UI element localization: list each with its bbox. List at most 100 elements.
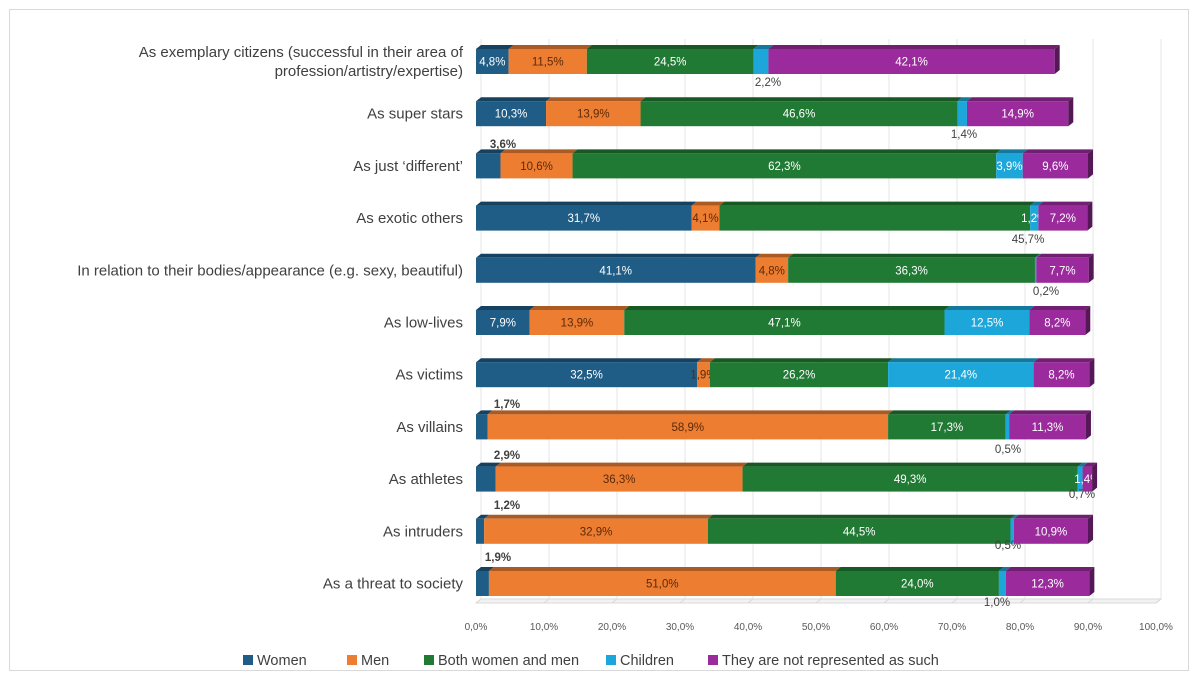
bar-segment-children bbox=[753, 49, 769, 74]
bar-top-men bbox=[487, 410, 894, 415]
bar-segment-children bbox=[998, 571, 1006, 596]
gridline-floor bbox=[951, 598, 958, 604]
x-tick-label: 70,0% bbox=[938, 622, 966, 633]
legend-swatch bbox=[708, 655, 718, 665]
category-label: In relation to their bodies/appearance (… bbox=[77, 262, 463, 279]
bar-segment-both-women-and-men bbox=[707, 518, 1011, 544]
bar-segment-both-women-and-men bbox=[719, 205, 1031, 231]
gridline-floor bbox=[543, 598, 550, 604]
bar-top-women bbox=[476, 149, 506, 154]
bar-side bbox=[1092, 462, 1098, 492]
bar-side bbox=[1087, 201, 1093, 231]
data-label: 0,2% bbox=[1033, 286, 1059, 298]
bar-segment-women bbox=[476, 466, 496, 492]
bar-top-men bbox=[484, 514, 713, 519]
data-label: 1,2% bbox=[494, 500, 520, 512]
bar-segment-they-are-not-represented-as-such bbox=[1022, 153, 1088, 179]
gridline-floor bbox=[475, 598, 482, 604]
data-label: 1,9% bbox=[485, 552, 511, 564]
bar-segment-children bbox=[1034, 257, 1037, 283]
data-label: 0,7% bbox=[1069, 489, 1095, 501]
bar-top-they-are-not-represented-as-such bbox=[1036, 253, 1094, 258]
bar-top-men bbox=[546, 97, 646, 102]
bar-segment-children bbox=[957, 101, 967, 127]
data-label: 42,1% bbox=[895, 57, 928, 69]
bar-top-both-women-and-men bbox=[640, 97, 963, 102]
data-label: 32,5% bbox=[570, 370, 603, 382]
bar-top-both-women-and-men bbox=[709, 358, 894, 363]
legend-swatch bbox=[243, 655, 253, 665]
bar-segment-children bbox=[996, 153, 1023, 179]
gridline-floor bbox=[1155, 598, 1162, 604]
x-tick-label: 60,0% bbox=[870, 622, 898, 633]
bar-segment-women bbox=[476, 518, 485, 544]
bar-top-children bbox=[753, 45, 774, 49]
bar-segment-they-are-not-represented-as-such bbox=[1029, 310, 1086, 335]
bar-segment-men bbox=[500, 153, 573, 179]
data-label: 7,9% bbox=[490, 318, 516, 330]
bar-segment-both-women-and-men bbox=[709, 362, 889, 388]
bar-segment-they-are-not-represented-as-such bbox=[1036, 257, 1089, 283]
bar-segment-they-are-not-represented-as-such bbox=[1005, 571, 1090, 596]
x-tick-label: 10,0% bbox=[530, 622, 558, 633]
bar-segment-children bbox=[944, 310, 1030, 335]
bar-top-they-are-not-represented-as-such bbox=[1029, 306, 1091, 310]
bar-top-men bbox=[488, 567, 841, 571]
data-label: 1,7% bbox=[494, 399, 520, 411]
data-label: 51,0% bbox=[646, 579, 679, 591]
bar-top-both-women-and-men bbox=[572, 149, 1002, 154]
bar-top-men bbox=[697, 358, 715, 363]
bar-segment-they-are-not-represented-as-such bbox=[1038, 205, 1088, 231]
bar-top-children bbox=[888, 358, 1039, 363]
bar-top-both-women-and-men bbox=[888, 410, 1011, 415]
bar-top-men bbox=[508, 45, 592, 49]
data-label: 58,9% bbox=[672, 422, 705, 434]
bar-segment-women bbox=[476, 414, 488, 440]
data-label: 24,5% bbox=[654, 57, 687, 69]
bar-top-they-are-not-represented-as-such bbox=[1005, 567, 1095, 571]
bar-segment-women bbox=[476, 101, 547, 127]
data-label: 3,9% bbox=[996, 161, 1022, 173]
gridline-floor bbox=[747, 598, 754, 604]
bar-segment-men bbox=[755, 257, 789, 283]
bar-segment-men bbox=[546, 101, 641, 127]
data-label: 13,9% bbox=[577, 109, 610, 121]
data-label: 12,5% bbox=[971, 318, 1004, 330]
legend-label: Both women and men bbox=[438, 653, 579, 669]
category-label: As intruders bbox=[383, 523, 463, 540]
gridline-floor bbox=[1087, 598, 1094, 604]
bar-segment-women bbox=[476, 571, 489, 596]
bar-segment-children bbox=[1005, 414, 1010, 440]
data-label: 7,2% bbox=[1050, 213, 1076, 225]
bar-segment-women bbox=[476, 362, 697, 388]
bar-top-children bbox=[996, 149, 1028, 154]
data-label: 36,3% bbox=[895, 265, 928, 277]
data-label: 2,9% bbox=[494, 450, 520, 462]
bar-segment-men bbox=[691, 205, 720, 231]
bar-top-women bbox=[476, 97, 552, 102]
data-label: 8,2% bbox=[1048, 370, 1074, 382]
bar-top-men bbox=[500, 149, 578, 154]
bar-segment-both-women-and-men bbox=[835, 571, 999, 596]
bar-segment-women bbox=[476, 257, 756, 283]
bar-top-women bbox=[476, 567, 494, 571]
x-tick-label: 30,0% bbox=[666, 622, 694, 633]
data-label: 10,3% bbox=[495, 109, 528, 121]
bar-segment-both-women-and-men bbox=[586, 49, 754, 74]
category-label: As super stars bbox=[367, 106, 463, 123]
legend-label: They are not represented as such bbox=[722, 653, 939, 669]
data-label: 1,4% bbox=[951, 129, 977, 141]
bar-top-they-are-not-represented-as-such bbox=[768, 45, 1060, 49]
category-label: As athletes bbox=[389, 471, 463, 488]
data-label: 46,6% bbox=[783, 109, 816, 121]
bar-side bbox=[1088, 253, 1094, 283]
bar-top-women bbox=[476, 253, 761, 258]
bar-top-children bbox=[1030, 201, 1044, 206]
bar-segment-children bbox=[1010, 518, 1014, 544]
bar-top-both-women-and-men bbox=[719, 201, 1036, 206]
bar-side bbox=[1085, 306, 1091, 335]
bar-segment-they-are-not-represented-as-such bbox=[768, 49, 1055, 74]
bar-top-both-women-and-men bbox=[835, 567, 1004, 571]
bar-segment-men bbox=[484, 518, 708, 544]
bar-segment-children bbox=[1030, 205, 1039, 231]
